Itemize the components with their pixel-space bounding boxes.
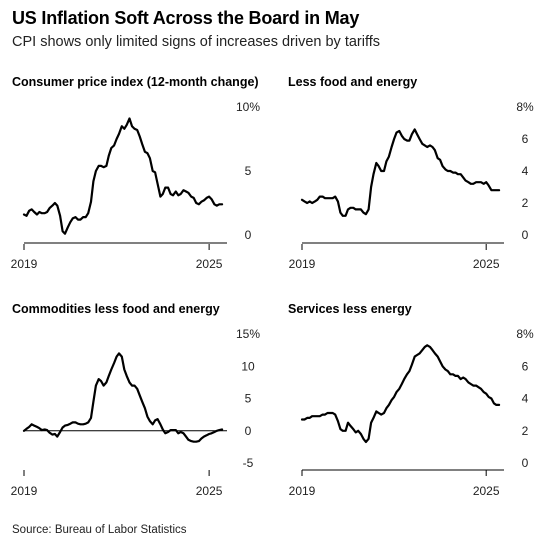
- y-tick-label: 8%: [516, 100, 534, 114]
- x-tick-label: 2025: [473, 484, 500, 498]
- x-tick-label: 2025: [196, 257, 223, 271]
- x-tick-label: 2019: [289, 484, 316, 498]
- y-tick-label: 0: [522, 228, 529, 242]
- x-tick-label: 2025: [473, 257, 500, 271]
- y-tick-label: 0: [245, 228, 252, 242]
- panel-title-core: Less food and energy: [288, 75, 418, 89]
- y-tick-label: 5: [245, 164, 252, 178]
- series-line: [300, 344, 501, 444]
- y-tick-label: 0: [245, 424, 252, 438]
- y-tick-label: 5: [245, 392, 252, 406]
- series-line: [300, 128, 501, 217]
- panel-title-core-services: Services less energy: [288, 302, 412, 316]
- series-line: [22, 352, 224, 443]
- y-tick-label: 10%: [236, 100, 260, 114]
- x-tick-label: 2019: [11, 484, 38, 498]
- y-tick-label: 2: [522, 424, 529, 438]
- panel-title-cpi: Consumer price index (12-month change): [12, 75, 259, 89]
- y-tick-label: 2: [522, 196, 529, 210]
- chart-title: US Inflation Soft Across the Board in Ma…: [12, 8, 360, 28]
- chart-subtitle: CPI shows only limited signs of increase…: [12, 34, 381, 50]
- y-tick-label: 10: [241, 359, 255, 373]
- y-tick-label: 6: [522, 132, 529, 146]
- series-line: [22, 117, 224, 235]
- y-tick-label: -5: [243, 456, 254, 470]
- x-tick-label: 2019: [289, 257, 316, 271]
- source-note: Source: Bureau of Labor Statistics: [12, 524, 187, 536]
- y-tick-label: 4: [522, 392, 529, 406]
- y-tick-label: 15%: [236, 327, 260, 341]
- x-tick-label: 2025: [196, 484, 223, 498]
- x-tick-label: 2019: [11, 257, 38, 271]
- y-tick-label: 8%: [516, 327, 534, 341]
- y-tick-label: 0: [522, 456, 529, 470]
- panel-title-core-goods: Commodities less food and energy: [12, 302, 220, 316]
- y-tick-label: 4: [522, 164, 529, 178]
- y-tick-label: 6: [522, 359, 529, 373]
